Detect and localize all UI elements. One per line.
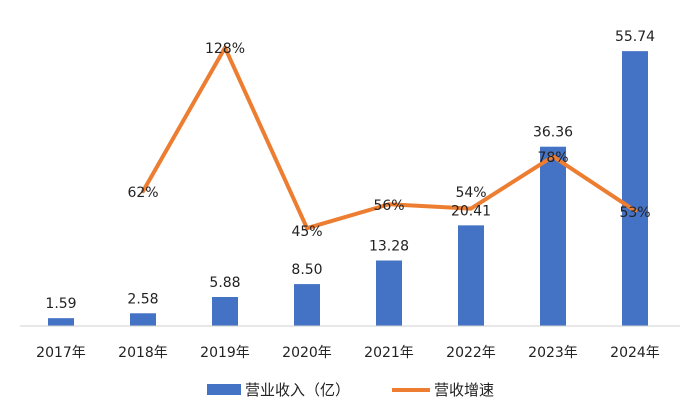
x-tick-2022年: 2022年: [446, 345, 496, 361]
bar-data-labels: 1.59 2.58 5.88 8.50 13.28 20.41 36.36 55.74: [45, 29, 655, 312]
x-tick-2024年: 2024年: [610, 345, 660, 361]
growth-label-2022年: 54%: [455, 185, 486, 201]
x-tick-2018年: 2018年: [118, 345, 168, 361]
legend-label-growth: 营收增速: [434, 381, 494, 399]
bar-label-2020年: 8.50: [291, 262, 322, 278]
legend: 营业收入（亿） 营收增速: [207, 381, 494, 399]
legend-label-revenue: 营业收入（亿）: [245, 381, 350, 399]
bar-label-2024年: 55.74: [615, 29, 655, 45]
bar-label-2019年: 5.88: [209, 275, 240, 291]
bar-2017年: [48, 318, 74, 326]
bar-label-2017年: 1.59: [45, 296, 76, 312]
growth-label-2023年: 78%: [537, 150, 568, 166]
revenue-bars: [48, 51, 648, 327]
x-tick-2020年: 2020年: [282, 345, 332, 361]
bar-2024年: [622, 51, 648, 327]
bar-2023年: [540, 146, 566, 326]
bar-label-2018年: 2.58: [127, 291, 158, 307]
bar-label-2023年: 36.36: [533, 125, 573, 141]
bar-2020年: [294, 284, 320, 326]
x-axis-ticks: 2017年 2018年 2019年 2020年 2021年 2022年 2023年 2024年: [36, 345, 660, 361]
x-tick-2023年: 2023年: [528, 345, 578, 361]
x-tick-2019年: 2019年: [200, 345, 250, 361]
growth-data-labels: 62% 128% 45% 56% 54% 78% 53%: [127, 41, 650, 240]
bar-2019年: [212, 297, 238, 326]
bar-2021年: [376, 260, 402, 326]
bar-2018年: [130, 313, 156, 326]
bar-label-2022年: 20.41: [451, 203, 491, 219]
growth-line: [141, 45, 637, 231]
growth-label-2021年: 56%: [373, 198, 404, 214]
growth-label-2019年: 128%: [205, 41, 245, 57]
legend-swatch-revenue: [207, 384, 241, 395]
growth-label-2018年: 62%: [127, 185, 158, 201]
growth-label-2020年: 45%: [291, 224, 322, 240]
growth-label-2024年: 53%: [619, 205, 650, 221]
x-tick-2017年: 2017年: [36, 345, 86, 361]
bar-2022年: [458, 225, 484, 326]
x-tick-2021年: 2021年: [364, 345, 414, 361]
growth-line-layer: [141, 45, 637, 231]
bar-label-2021年: 13.28: [369, 239, 409, 255]
